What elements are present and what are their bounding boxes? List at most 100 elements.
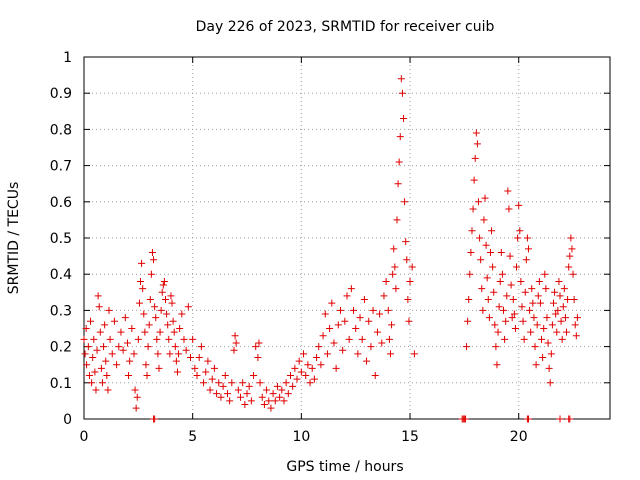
data-point: [545, 364, 553, 372]
data-point: [569, 270, 577, 278]
y-tick-label: 1: [63, 50, 72, 66]
data-point: [499, 306, 507, 314]
data-point: [176, 325, 184, 332]
data-point: [241, 401, 249, 409]
data-point: [518, 303, 526, 311]
data-point: [193, 372, 201, 380]
data-point: [482, 241, 490, 249]
data-point: [488, 227, 496, 235]
data-point: [546, 379, 554, 387]
data-point: [165, 335, 173, 343]
data-point: [289, 382, 297, 390]
data-point: [138, 259, 146, 267]
data-point: [167, 292, 175, 300]
data-point: [354, 350, 362, 358]
data-point: [90, 335, 98, 343]
data-point: [313, 353, 321, 361]
data-point: [252, 343, 260, 351]
data-point: [477, 256, 485, 264]
x-tick-label: 5: [188, 429, 197, 445]
data-point: [256, 379, 264, 387]
data-point: [398, 89, 406, 97]
data-point: [269, 390, 277, 398]
data-point: [493, 361, 501, 369]
data-point: [496, 277, 504, 285]
data-point: [392, 285, 400, 293]
data-point: [386, 350, 394, 358]
data-point: [527, 328, 535, 336]
data-point: [390, 245, 398, 253]
data-point: [505, 205, 513, 213]
data-point: [508, 314, 516, 322]
data-point: [566, 415, 574, 423]
data-point: [486, 248, 494, 256]
data-point: [502, 317, 510, 325]
data-point: [511, 325, 519, 332]
x-axis-label: GPS time / hours: [286, 459, 403, 475]
data-point: [131, 386, 139, 394]
data-point: [263, 386, 271, 394]
data-point: [164, 321, 172, 329]
data-point: [95, 303, 103, 311]
data-point: [561, 314, 569, 322]
data-point: [125, 372, 133, 380]
y-tick-label: 0.5: [50, 231, 72, 247]
plot-frame: [83, 56, 611, 420]
data-point: [489, 263, 497, 271]
data-point: [397, 75, 405, 83]
data-point: [363, 357, 371, 365]
data-point: [465, 296, 473, 304]
data-point: [520, 335, 528, 343]
data-point: [113, 361, 121, 369]
data-point: [356, 314, 364, 322]
data-point: [255, 339, 263, 347]
data-point: [162, 296, 170, 304]
data-point: [321, 310, 329, 318]
data-point: [475, 198, 482, 206]
x-tick-label: 0: [80, 429, 89, 445]
data-point: [163, 310, 171, 318]
data-point: [513, 263, 521, 271]
data-point: [350, 306, 358, 314]
data-point: [524, 245, 532, 253]
data-point: [501, 335, 509, 343]
data-point: [549, 299, 557, 307]
data-point: [573, 314, 581, 322]
data-point: [326, 325, 334, 332]
data-point: [239, 379, 247, 387]
data-point: [243, 390, 251, 398]
data-point: [358, 335, 366, 343]
data-point: [484, 296, 492, 304]
data-point: [536, 299, 544, 307]
data-point: [180, 335, 188, 343]
data-point: [533, 321, 541, 329]
data-point: [341, 317, 349, 325]
data-point: [317, 361, 325, 369]
data-point: [295, 357, 303, 365]
data-point: [478, 285, 486, 293]
data-point: [565, 263, 573, 271]
data-point: [535, 277, 543, 285]
data-point: [376, 310, 384, 318]
data-point: [507, 281, 515, 289]
data-point: [559, 303, 567, 311]
data-point: [141, 328, 149, 336]
data-point: [217, 393, 225, 401]
data-point: [371, 372, 379, 380]
data-point: [369, 306, 377, 314]
data-point: [558, 335, 566, 343]
data-point: [106, 335, 114, 343]
data-point: [396, 133, 404, 141]
data-point: [102, 357, 110, 365]
data-point: [282, 379, 290, 387]
data-point: [492, 343, 500, 351]
data-point: [510, 310, 518, 318]
data-point: [143, 372, 151, 380]
data-point: [170, 328, 178, 336]
data-point: [206, 386, 214, 394]
data-point: [491, 321, 499, 329]
data-point: [128, 325, 136, 332]
data-point: [343, 292, 351, 300]
data-point: [560, 285, 568, 293]
data-point: [360, 296, 368, 304]
